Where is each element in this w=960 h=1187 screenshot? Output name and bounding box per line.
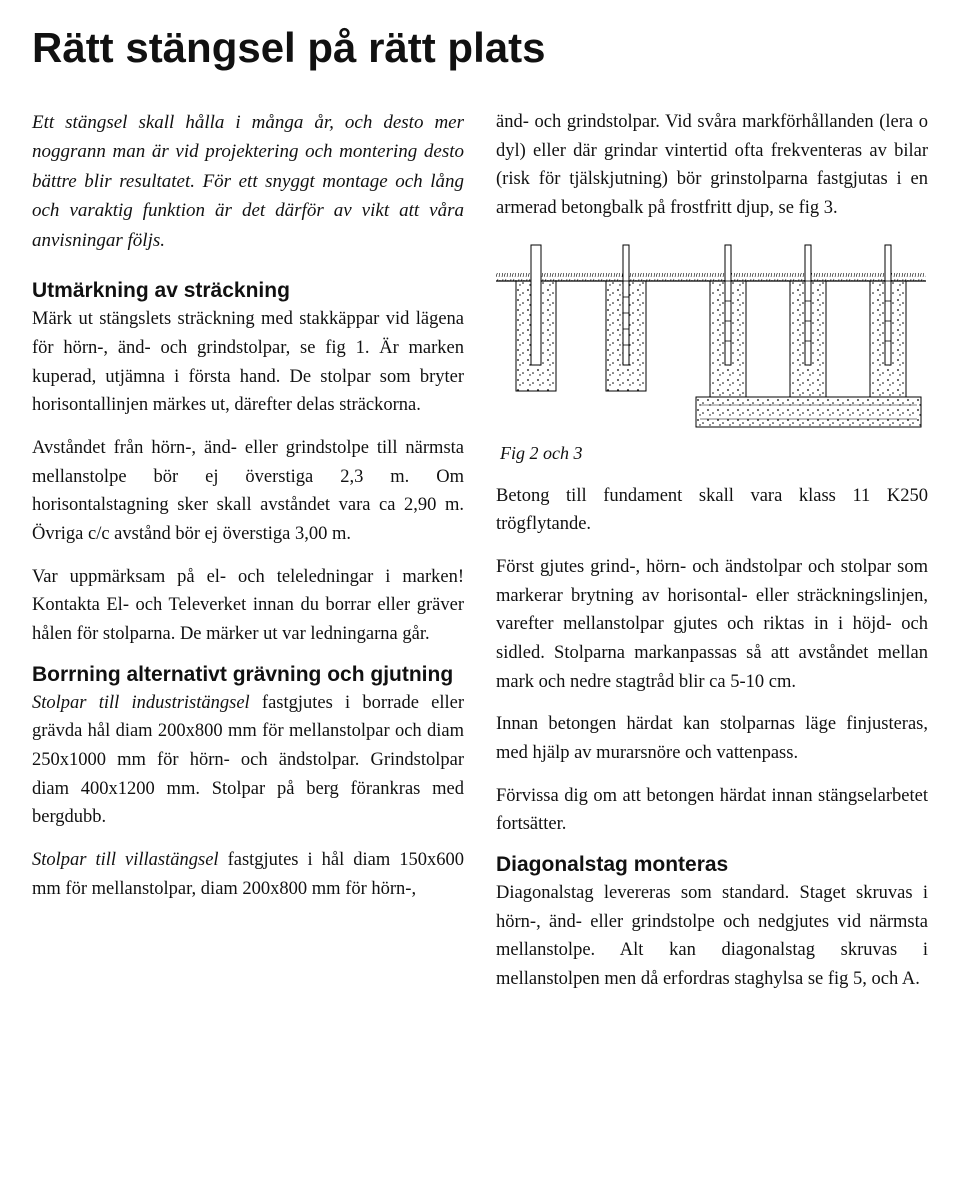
two-column-layout: Ett stängsel skall hålla i många år, och… bbox=[32, 108, 928, 994]
heading-diagonalstag: Diagonalstag monteras bbox=[496, 853, 928, 877]
para-utmarkning-3: Var uppmärksam på el- och teleledningar … bbox=[32, 563, 464, 649]
heading-utmarkning: Utmärkning av sträckning bbox=[32, 279, 464, 303]
para-forvissa: Förvissa dig om att betongen härdat inna… bbox=[496, 782, 928, 839]
left-column: Ett stängsel skall hålla i många år, och… bbox=[32, 108, 464, 994]
page: Rätt stängsel på rätt plats Ett stängsel… bbox=[0, 0, 960, 1187]
para-betong: Betong till fundament skall vara klass 1… bbox=[496, 482, 928, 539]
para-innan-betongen: Innan betongen härdat kan stolparnas läg… bbox=[496, 710, 928, 767]
figure-2-3: Fig 2 och 3 bbox=[496, 237, 928, 464]
runin-industristangsel: Stolpar till industristängsel bbox=[32, 693, 250, 713]
para-utmarkning-1: Märk ut stängslets sträckning med stakkä… bbox=[32, 305, 464, 420]
para-right-top: änd- och grindstolpar. Vid svåra markför… bbox=[496, 108, 928, 223]
right-column: änd- och grindstolpar. Vid svåra markför… bbox=[496, 108, 928, 994]
para-borrning-2: Stolpar till villastängsel fastgjutes i … bbox=[32, 846, 464, 903]
figure-svg bbox=[496, 237, 926, 437]
figure-label: Fig 2 och 3 bbox=[500, 443, 583, 464]
intro-paragraph: Ett stängsel skall hålla i många år, och… bbox=[32, 108, 464, 255]
runin-villastangsel: Stolpar till villastängsel bbox=[32, 850, 219, 870]
para-utmarkning-2: Avståndet från hörn-, änd- eller grindst… bbox=[32, 434, 464, 549]
para-forst-gjutes: Först gjutes grind-, hörn- och ändstolpa… bbox=[496, 553, 928, 696]
para-borrning-1: Stolpar till industristängsel fastgjutes… bbox=[32, 689, 464, 832]
page-title: Rätt stängsel på rätt plats bbox=[32, 24, 928, 72]
heading-borrning: Borrning alternativt grävning och gjutni… bbox=[32, 663, 464, 687]
para-diagonalstag: Diagonalstag levereras som standard. Sta… bbox=[496, 879, 928, 994]
